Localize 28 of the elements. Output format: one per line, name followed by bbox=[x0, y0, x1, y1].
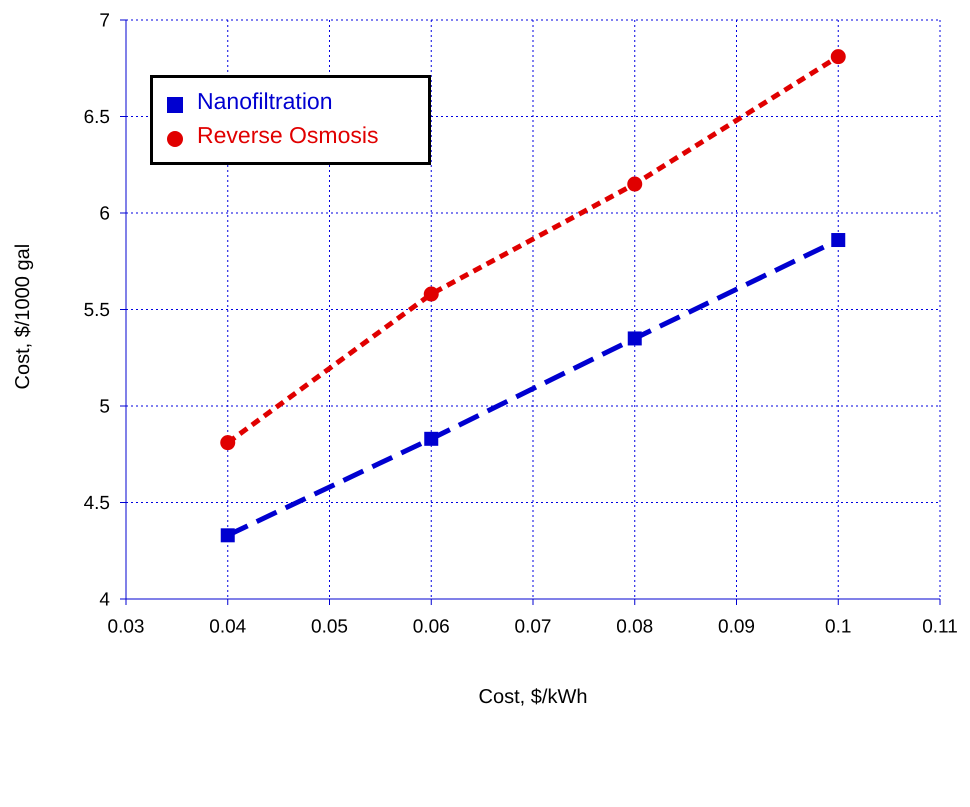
legend-label: Reverse Osmosis bbox=[197, 122, 378, 148]
point bbox=[220, 435, 236, 450]
point bbox=[830, 49, 846, 64]
y-tick-label: 5.5 bbox=[84, 300, 110, 322]
x-tick-label: 0.08 bbox=[616, 616, 654, 638]
y-tick-label: 4.5 bbox=[84, 493, 110, 514]
y-tick-label: 6.5 bbox=[84, 107, 110, 128]
x-tick-label: 0.06 bbox=[412, 616, 450, 638]
point bbox=[220, 528, 235, 542]
point bbox=[424, 432, 438, 446]
y-tick-label: 7 bbox=[99, 10, 110, 32]
y-tick-label: 6 bbox=[99, 204, 110, 225]
x-tick-label: 0.1 bbox=[825, 616, 852, 638]
x-tick-label: 0.09 bbox=[718, 616, 755, 638]
x-tick-label: 0.03 bbox=[108, 616, 144, 638]
x-tick-label: 0.07 bbox=[514, 616, 552, 638]
point bbox=[627, 176, 642, 192]
legend-label: Nanofiltration bbox=[197, 88, 333, 114]
x-tick-label: 0.04 bbox=[209, 616, 247, 638]
x-tick-label: 0.05 bbox=[311, 616, 348, 638]
y-tick-label: 4 bbox=[99, 590, 110, 611]
y-tick-label: 5 bbox=[99, 396, 110, 418]
x-axis-title: Cost, $/kWh bbox=[478, 686, 588, 708]
x-tick-label: 0.11 bbox=[922, 616, 958, 638]
y-axis-title: Cost, $/1000 gal bbox=[12, 244, 34, 390]
point bbox=[628, 331, 642, 346]
point bbox=[831, 233, 846, 248]
point bbox=[424, 286, 439, 302]
